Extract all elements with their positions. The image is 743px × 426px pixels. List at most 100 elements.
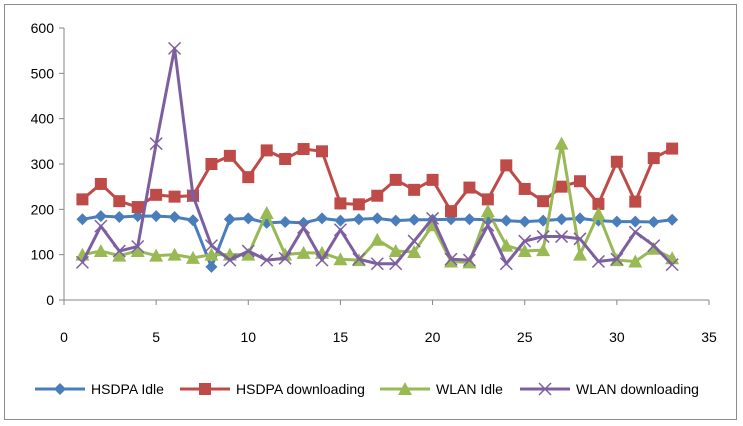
- data-point: [130, 244, 145, 258]
- data-point: [573, 247, 587, 261]
- data-point: [518, 234, 532, 248]
- y-tick-label: 300: [31, 156, 55, 172]
- data-point: [555, 180, 568, 193]
- series-1: [76, 142, 679, 218]
- data-point: [463, 181, 476, 194]
- data-point: [555, 230, 569, 244]
- data-point: [481, 193, 494, 206]
- data-point: [574, 175, 586, 188]
- data-point: [629, 195, 642, 208]
- legend-marker: [538, 382, 552, 396]
- data-point: [536, 230, 550, 244]
- data-point: [187, 214, 199, 227]
- data-point: [445, 205, 457, 218]
- data-point: [76, 193, 89, 206]
- x-axis-ticks: 0 5 10 15 20 25 30 35: [60, 300, 717, 345]
- data-point: [260, 253, 274, 267]
- data-point: [537, 214, 550, 227]
- y-axis-ticks: 0 100 200 300 400 500 600: [31, 20, 64, 308]
- data-point: [537, 195, 550, 208]
- series-3: [75, 41, 679, 272]
- data-point: [407, 244, 422, 258]
- data-point: [278, 251, 292, 265]
- y-tick-label: 200: [31, 201, 55, 217]
- data-point: [370, 232, 385, 246]
- data-point: [499, 238, 514, 252]
- data-point: [296, 245, 311, 259]
- data-point: [408, 213, 421, 226]
- data-point: [444, 254, 458, 268]
- data-point: [131, 201, 144, 214]
- x-tick-label: 35: [701, 329, 717, 345]
- data-point: [389, 173, 402, 186]
- data-point: [205, 260, 218, 273]
- data-point: [131, 210, 144, 223]
- y-tick-label: 400: [31, 111, 55, 127]
- data-point: [629, 215, 642, 228]
- data-point: [646, 241, 661, 255]
- y-tick-label: 100: [31, 247, 55, 263]
- data-point: [462, 253, 476, 267]
- data-point: [610, 155, 623, 168]
- data-point: [610, 252, 624, 266]
- x-tick-label: 15: [333, 329, 349, 345]
- data-point: [76, 213, 89, 226]
- data-point: [150, 188, 163, 201]
- series-line: [81, 46, 674, 266]
- legend: HSDPA Idle HSDPA downloading WLAN Idle WLAN…: [35, 381, 699, 397]
- legend-marker: [199, 383, 211, 395]
- data-point: [518, 215, 531, 228]
- data-point: [242, 212, 255, 225]
- data-point: [334, 214, 347, 227]
- legend-entry: WLAN downloading: [520, 381, 699, 397]
- data-point: [186, 250, 200, 264]
- data-point: [279, 153, 292, 166]
- data-point: [499, 257, 513, 271]
- data-point: [647, 152, 660, 165]
- data-point: [352, 252, 366, 266]
- legend-marker: [54, 383, 66, 395]
- data-point: [223, 213, 236, 226]
- data-point: [426, 211, 440, 225]
- data-point: [167, 247, 182, 261]
- data-point: [666, 213, 679, 226]
- plot-area: [75, 41, 680, 273]
- legend-label: WLAN Idle: [436, 381, 503, 397]
- data-point: [352, 198, 365, 211]
- data-point: [462, 255, 477, 269]
- data-point: [389, 214, 402, 227]
- y-tick-label: 600: [31, 20, 55, 36]
- data-point: [297, 143, 310, 156]
- data-point: [388, 244, 403, 258]
- data-point: [297, 216, 310, 229]
- data-point: [371, 212, 384, 225]
- legend-label: HSDPA downloading: [236, 381, 365, 397]
- legend-entry: HSDPA downloading: [180, 381, 365, 397]
- data-point: [518, 182, 531, 195]
- data-point: [168, 41, 182, 55]
- data-point: [315, 253, 329, 267]
- chart-frame: [4, 4, 737, 420]
- data-point: [259, 205, 274, 219]
- data-point: [223, 149, 236, 162]
- x-tick-label: 25: [517, 329, 533, 345]
- data-point: [666, 142, 679, 155]
- data-point: [352, 213, 365, 226]
- data-point: [573, 232, 587, 246]
- data-point: [500, 159, 513, 172]
- data-point: [536, 243, 551, 257]
- data-point: [112, 248, 127, 262]
- data-point: [168, 190, 181, 203]
- x-tick-label: 20: [425, 329, 441, 345]
- legend-label: HSDPA Idle: [91, 381, 164, 397]
- data-point: [241, 247, 256, 261]
- data-point: [94, 219, 108, 233]
- data-point: [591, 254, 605, 268]
- data-point: [481, 218, 495, 232]
- data-point: [112, 244, 126, 258]
- legend-label: WLAN downloading: [576, 381, 699, 397]
- data-point: [75, 255, 89, 269]
- data-point: [426, 173, 439, 186]
- data-point: [517, 244, 532, 258]
